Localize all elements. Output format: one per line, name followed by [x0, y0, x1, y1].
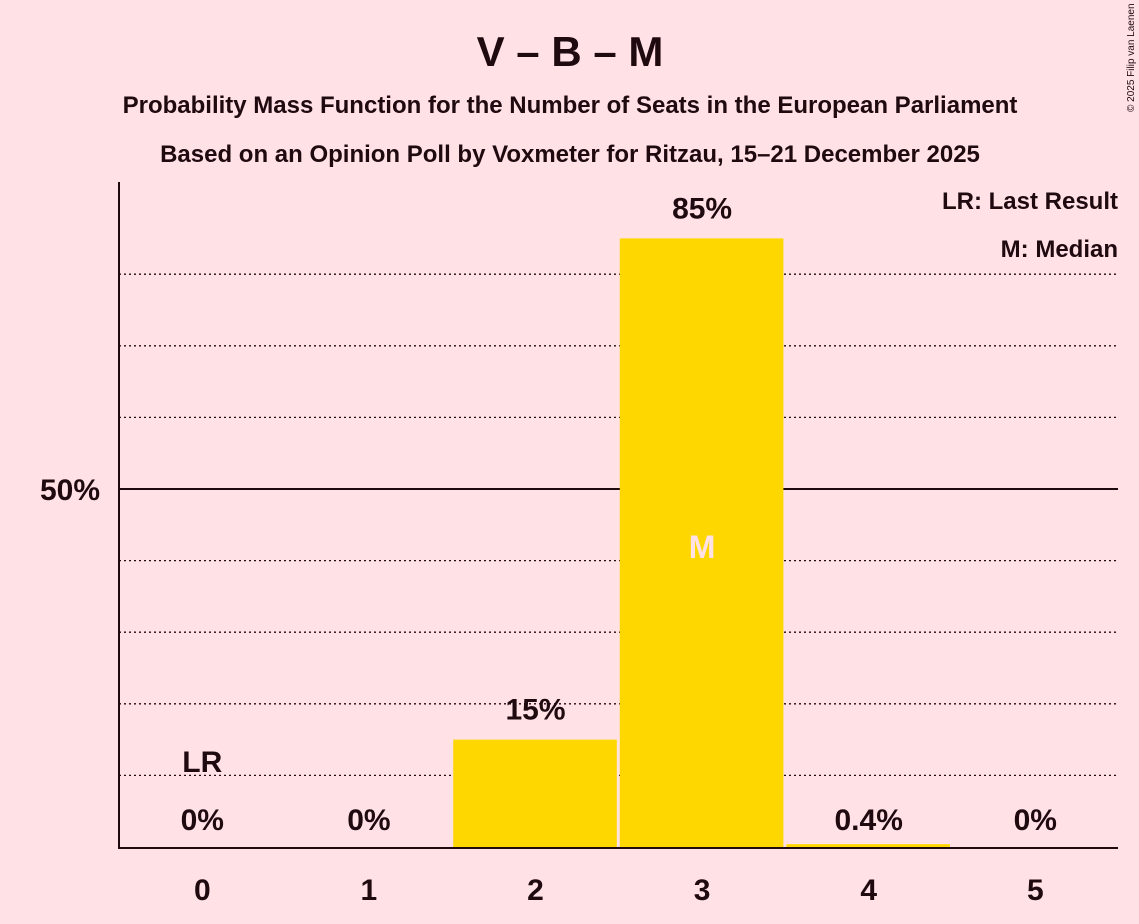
last-result-marker: LR [182, 746, 222, 779]
y-tick-label-50: 50% [40, 474, 100, 507]
bar-4 [786, 844, 950, 847]
bar-label-5: 0% [1014, 804, 1057, 837]
bar-3 [619, 238, 784, 847]
x-tick-label-2: 2 [527, 874, 544, 907]
legend-last-result: LR: Last Result [942, 188, 1118, 215]
bar-label-0: 0% [181, 804, 224, 837]
legend-median: M: Median [1001, 236, 1118, 263]
median-marker: M [689, 529, 716, 565]
x-tick-label-4: 4 [860, 874, 877, 907]
bar-label-1: 0% [347, 804, 390, 837]
chart-title: V – B – M [477, 28, 664, 75]
bar-label-4: 0.4% [835, 804, 903, 837]
bar-label-3: 85% [672, 192, 732, 225]
chart-subtitle-1: Probability Mass Function for the Number… [123, 92, 1018, 119]
copyright: © 2025 Filip van Laenen [1126, 3, 1137, 112]
bar-2 [453, 739, 617, 847]
x-tick-label-5: 5 [1027, 874, 1044, 907]
bar-label-2: 15% [505, 694, 565, 727]
chart-subtitle-2: Based on an Opinion Poll by Voxmeter for… [160, 141, 980, 168]
x-tick-label-3: 3 [694, 874, 711, 907]
x-tick-label-0: 0 [194, 874, 211, 907]
x-tick-label-1: 1 [361, 874, 378, 907]
